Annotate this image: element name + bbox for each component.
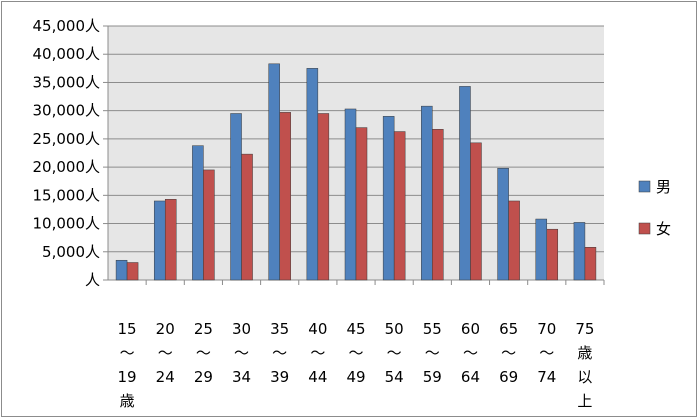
- x-tick-label: ～: [158, 344, 173, 362]
- y-tick-label: 45,000人: [33, 17, 101, 35]
- bar-male: [459, 86, 471, 281]
- legend-swatch: [638, 222, 651, 235]
- bar-male: [382, 116, 395, 281]
- x-tick-label: 49: [346, 368, 365, 386]
- y-tick-label: 人: [85, 271, 100, 289]
- y-tick-label: 20,000人: [33, 158, 101, 176]
- bar-male: [421, 105, 433, 281]
- x-tick-label: 30: [232, 320, 251, 338]
- legend-label: 女: [656, 220, 671, 238]
- x-tick-label: 64: [461, 368, 480, 386]
- x-tick-label: 59: [423, 368, 442, 386]
- x-tick-label: 35: [270, 320, 289, 338]
- x-tick-label: 24: [156, 368, 175, 386]
- legend-label: 男: [656, 178, 671, 196]
- bar-female: [584, 247, 597, 281]
- y-tick-label: 40,000人: [33, 45, 101, 63]
- x-tick-label: ～: [387, 344, 402, 362]
- x-tick-label: 39: [270, 368, 289, 386]
- y-tick-label: 10,000人: [33, 215, 101, 233]
- x-tick-label: 25: [194, 320, 213, 338]
- x-tick-label: ～: [196, 344, 211, 362]
- x-tick-label: 15: [118, 320, 137, 338]
- x-tick-label: ～: [234, 344, 249, 362]
- bar-male: [268, 63, 280, 281]
- x-tick-label: 34: [232, 368, 251, 386]
- x-tick-label: 29: [194, 368, 213, 386]
- bar-male: [230, 113, 242, 281]
- x-tick-label: 歳: [577, 344, 592, 362]
- bar-female: [432, 129, 444, 281]
- bar-female: [470, 142, 482, 281]
- bar-female: [317, 113, 330, 281]
- x-tick-label: ～: [539, 344, 554, 362]
- bar-male: [535, 218, 548, 281]
- x-tick-label: 40: [308, 320, 327, 338]
- x-tick-label: 20: [156, 320, 175, 338]
- x-tick-label: 74: [537, 368, 556, 386]
- bar-female: [393, 131, 406, 281]
- x-tick-label: 54: [385, 368, 404, 386]
- bar-female: [546, 228, 559, 281]
- bar-male: [497, 167, 509, 281]
- x-tick-label: 50: [385, 320, 404, 338]
- x-tick-label: 70: [537, 320, 556, 338]
- bar-male: [306, 68, 319, 281]
- x-tick-label: 歳: [120, 392, 135, 410]
- y-tick-label: 15,000人: [33, 186, 101, 204]
- x-tick-label: 69: [499, 368, 518, 386]
- x-tick-label: ～: [463, 344, 478, 362]
- y-tick-label: 25,000人: [33, 130, 101, 148]
- bar-female: [241, 153, 253, 281]
- bar-male: [153, 200, 166, 281]
- bar-male: [192, 145, 204, 281]
- bar-male: [573, 222, 586, 281]
- x-tick-label: 以: [577, 368, 592, 386]
- x-tick-label: 65: [499, 320, 518, 338]
- legend-swatch: [638, 180, 651, 193]
- y-tick-label: 30,000人: [33, 102, 101, 120]
- x-tick-label: 19: [118, 368, 137, 386]
- x-tick-label: 上: [577, 392, 592, 410]
- bar-female: [508, 200, 520, 281]
- bar-female: [355, 127, 368, 281]
- x-tick-label: ～: [120, 344, 135, 362]
- x-tick-label: 60: [461, 320, 480, 338]
- x-tick-label: ～: [425, 344, 440, 362]
- bar-female: [279, 112, 291, 281]
- x-tick-label: ～: [348, 344, 363, 362]
- y-tick-label: 35,000人: [33, 73, 101, 91]
- bar-female: [203, 169, 215, 281]
- x-tick-label: 45: [346, 320, 365, 338]
- x-tick-label: 55: [423, 320, 442, 338]
- bar-male: [344, 108, 357, 281]
- x-tick-label: ～: [501, 344, 516, 362]
- x-tick-label: 44: [308, 368, 327, 386]
- x-tick-label: ～: [272, 344, 287, 362]
- x-tick-label: 75: [575, 320, 594, 338]
- x-tick-label: ～: [310, 344, 325, 362]
- bar-female: [164, 199, 177, 281]
- y-tick-label: 5,000人: [42, 243, 100, 261]
- bar-male: [115, 259, 128, 281]
- bar-female: [126, 262, 139, 281]
